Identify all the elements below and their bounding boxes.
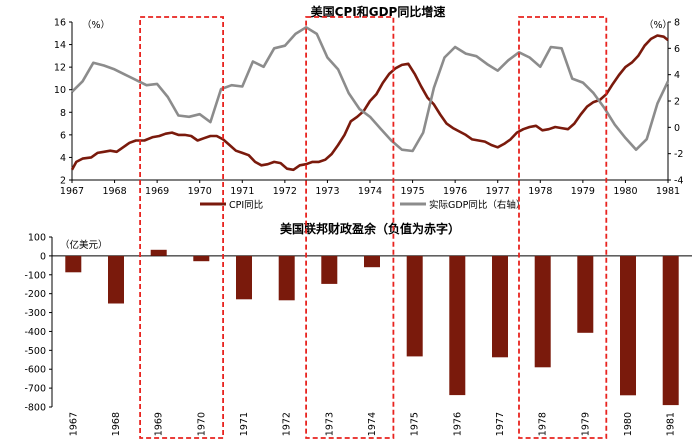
x-tick-label: 1971 (239, 412, 250, 436)
x-tick-label: 1980 (613, 186, 637, 197)
cpi-gdp-line-chart: 美国CPI和GDP同比增速 （%） （%） 246810121416-4-202… (54, 4, 684, 211)
left-tick-label: 12 (54, 63, 66, 74)
x-tick-label: 1969 (145, 186, 169, 197)
x-tick-label: 1967 (60, 186, 84, 197)
x-tick-label: 1979 (580, 412, 591, 436)
gdp-series-line (71, 25, 670, 153)
bar (108, 255, 124, 304)
bar (406, 255, 423, 357)
x-tick-label: 1981 (656, 186, 680, 197)
left-tick-label: 6 (60, 130, 66, 141)
x-tick-label: 1973 (315, 186, 339, 197)
x-tick-label: 1975 (410, 412, 421, 436)
bar (150, 249, 167, 256)
bar (449, 255, 466, 396)
x-tick-label: 1975 (400, 186, 424, 197)
x-tick-label: 1980 (623, 412, 634, 436)
x-tick-label: 1981 (666, 412, 677, 436)
axes (49, 236, 692, 408)
x-tick-label: 1972 (282, 412, 293, 436)
highlight-frames (139, 16, 608, 439)
bar (65, 255, 82, 273)
right-tick-label: -4 (674, 176, 683, 187)
bar (662, 255, 679, 406)
x-tick-label: 1970 (188, 186, 212, 197)
right-tick-label: 2 (674, 97, 680, 108)
y-tick-label: -600 (24, 365, 46, 376)
cpi-series-line (70, 34, 669, 172)
x-tick-label: 1978 (528, 186, 552, 197)
highlight-frame (139, 16, 225, 439)
x-tick-label: 1971 (230, 186, 254, 197)
x-tick-label: 1979 (571, 186, 595, 197)
y-tick-label: -100 (24, 270, 46, 281)
left-axis-unit: （%） (82, 19, 110, 31)
chart-title: 美国联邦财政盈余（负值为赤字） (280, 221, 460, 236)
right-tick-label: 4 (674, 70, 680, 81)
right-tick-label: -2 (674, 149, 683, 160)
left-tick-label: 10 (54, 85, 66, 96)
left-tick-label: 4 (60, 153, 66, 164)
x-tick-label: 1974 (367, 412, 378, 436)
bar (364, 255, 380, 268)
legend: CPI同比 实际GDP同比（右轴） (200, 199, 525, 211)
bar (492, 255, 508, 358)
left-tick-label: 14 (54, 40, 66, 51)
fiscal-balance-bar-chart: 美国联邦财政盈余（负值为赤字） （亿美元） 100 0 -100 -200 -300 -4… (24, 221, 692, 436)
bar (278, 255, 295, 301)
x-tick-label: 1968 (102, 186, 126, 197)
tick-labels: 2 4 6 8 10 12 14 16 -4 -2 0 2 4 6 8 1967 1968 1969 1970 197… (54, 18, 684, 198)
bar (577, 255, 594, 333)
y-tick-label: -500 (24, 346, 46, 357)
left-tick-label: 2 (60, 176, 66, 187)
right-tick-label: 6 (674, 44, 680, 55)
y-tick-label: 0 (40, 251, 46, 262)
right-axis-unit: （%） (644, 19, 672, 31)
x-tick-label: 1977 (495, 412, 506, 436)
y-tick-label: -300 (24, 308, 46, 319)
right-tick-label: 8 (674, 18, 680, 29)
x-tick-label: 1972 (273, 186, 297, 197)
right-tick-label: 0 (674, 123, 680, 134)
bars (65, 249, 679, 406)
x-tick-label: 1973 (324, 412, 335, 436)
legend-cpi-label: CPI同比 (229, 199, 263, 211)
x-tick-label: 1969 (154, 412, 165, 436)
highlight-frame (305, 16, 395, 439)
x-tick-label: 1977 (486, 186, 510, 197)
bar (534, 255, 551, 368)
y-tick-label: -200 (24, 289, 46, 300)
y-tick-label: -800 (24, 403, 46, 414)
axes (69, 21, 671, 183)
highlight-frame (518, 16, 608, 439)
left-tick-label: 16 (54, 18, 66, 29)
bar (236, 255, 252, 300)
y-axis-unit: （亿美元） (60, 239, 108, 251)
chart-title: 美国CPI和GDP同比增速 (311, 4, 446, 19)
x-tick-label: 1978 (538, 412, 549, 436)
x-tick-label: 1974 (358, 186, 382, 197)
bar (321, 255, 338, 284)
y-tick-label: -400 (24, 327, 46, 338)
y-tick-label: -700 (24, 384, 46, 395)
y-tick-label: 100 (28, 233, 46, 244)
x-tick-label: 1976 (452, 412, 463, 436)
series-lines (70, 25, 670, 172)
x-tick-label: 1970 (196, 412, 207, 436)
x-tick-label: 1968 (111, 412, 122, 436)
left-tick-label: 8 (60, 108, 66, 119)
legend-gdp-label: 实际GDP同比（右轴） (429, 199, 525, 211)
bar (193, 255, 210, 262)
bar (620, 255, 636, 396)
x-tick-label: 1967 (68, 412, 79, 436)
tick-labels: 100 0 -100 -200 -300 -400 -500 -600 -700 -800 1967… (24, 233, 676, 437)
x-tick-label: 1976 (443, 186, 467, 197)
